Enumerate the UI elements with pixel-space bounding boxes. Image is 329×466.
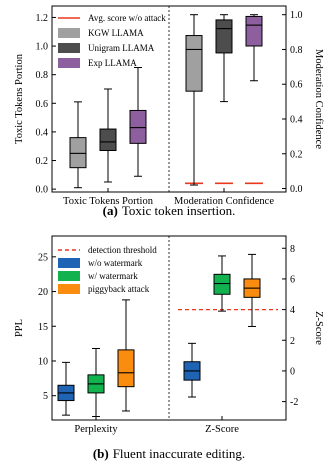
caption-label: (a)	[103, 203, 118, 218]
box-w-watermark	[213, 255, 231, 312]
y-left-tick-label: 20	[38, 287, 48, 298]
y-left-tick-label: 15	[38, 322, 48, 333]
box-w-o-watermark	[183, 342, 201, 398]
caption-text: Toxic token insertion.	[122, 203, 236, 218]
box-body	[185, 35, 203, 92]
y-axis-right-label: Z-Score	[313, 311, 324, 345]
legend-label: w/ watermark	[88, 271, 138, 281]
y-right-tick-label: 0.6	[290, 80, 303, 91]
y-right-tick-label: 0.0	[290, 184, 303, 195]
y-right-tick-label: 4	[290, 305, 295, 316]
legend-label-reference: detection threshold	[88, 245, 157, 255]
y-left-tick-label: 0.8	[36, 70, 49, 81]
box-body	[99, 128, 117, 152]
chart-panel-b: 5 10 15 20 25 -2 0 2 4 6 8 PPL Z-Score Perplexity Z-Sc…	[14, 235, 324, 461]
box-body	[129, 109, 147, 144]
caption-label: (b)	[93, 446, 109, 461]
box-unigram-llama	[99, 88, 117, 183]
box-w-o-watermark	[57, 361, 75, 416]
caption-text: Fluent inaccurate editing.	[113, 446, 245, 461]
chart-panel-a: 0.0 0.2 0.4 0.6 0.8 1.0 1.2 0.0 0.2 0.4 0.6 0.8 1.0 T…	[14, 5, 324, 218]
legend-swatch	[58, 43, 80, 53]
legend-label: Exp LLAMA	[88, 58, 137, 68]
box-body	[215, 19, 233, 54]
legend-swatch	[58, 258, 80, 268]
y-right-tick-label: 6	[290, 274, 295, 285]
y-left-tick-label: 0.0	[36, 185, 49, 196]
y-right-tick-label: -2	[290, 397, 298, 408]
y-axis-right-label: Moderation Confidence	[313, 49, 324, 149]
y-left-tick-label: 1.0	[36, 42, 49, 53]
box-unigram-llama	[215, 14, 233, 103]
figure-caption: (a) Toxic token insertion.	[103, 203, 236, 218]
legend: Avg. score w/o attack KGW LLAMA Unigram LL…	[58, 13, 166, 68]
y-right-tick-label: 1.0	[290, 10, 303, 21]
figure-caption: (b) Fluent inaccurate editing.	[93, 446, 245, 461]
x-tick-label: Z-Score	[205, 424, 239, 435]
box-piggyback-attack	[117, 299, 135, 412]
legend-swatch	[58, 58, 80, 68]
x-tick-label: Moderation Confidence	[174, 196, 274, 207]
box-exp-llama	[245, 14, 263, 82]
box-kgw-llama	[185, 14, 203, 186]
y-left-tick-label: 25	[38, 252, 48, 263]
y-right-tick-label: 8	[290, 244, 295, 255]
y-right-tick-label: 0.8	[290, 45, 303, 56]
legend-label-reference: Avg. score w/o attack	[88, 13, 166, 23]
box-w-watermark	[87, 347, 105, 418]
box-body	[245, 15, 263, 47]
box-kgw-llama	[69, 101, 87, 189]
box-exp-llama	[129, 67, 147, 177]
box-piggyback-attack	[243, 253, 261, 327]
legend-label: KGW LLAMA	[88, 28, 144, 38]
y-left-tick-label: 5	[43, 391, 48, 402]
y-left-tick-label: 10	[38, 356, 48, 367]
box-body	[69, 137, 87, 169]
x-tick-label: Toxic Tokens Portion	[63, 196, 154, 207]
y-right-tick-label: 2	[290, 336, 295, 347]
box-body	[213, 273, 231, 295]
y-left-tick-label: 1.2	[36, 13, 49, 24]
y-axis-left-label: Toxic Tokens Portion	[14, 53, 25, 144]
y-axis-left-label: PPL	[14, 319, 25, 337]
legend-swatch	[58, 271, 80, 281]
box-body	[117, 349, 135, 388]
y-left-tick-label: 0.4	[36, 127, 49, 138]
legend-swatch	[58, 28, 80, 38]
legend-label: piggyback attack	[88, 284, 150, 294]
y-right-tick-label: 0.4	[290, 114, 303, 125]
legend: detection threshold w/o watermark w/ water…	[58, 245, 157, 294]
y-right-tick-label: 0.2	[290, 149, 303, 160]
legend-swatch	[58, 284, 80, 294]
x-tick-label: Perplexity	[74, 424, 118, 435]
y-right-tick-label: 0	[290, 366, 295, 377]
y-left-tick-label: 0.2	[36, 156, 49, 167]
y-left-tick-label: 0.6	[36, 99, 49, 110]
legend-label: w/o watermark	[88, 258, 143, 268]
legend-label: Unigram LLAMA	[88, 43, 155, 53]
